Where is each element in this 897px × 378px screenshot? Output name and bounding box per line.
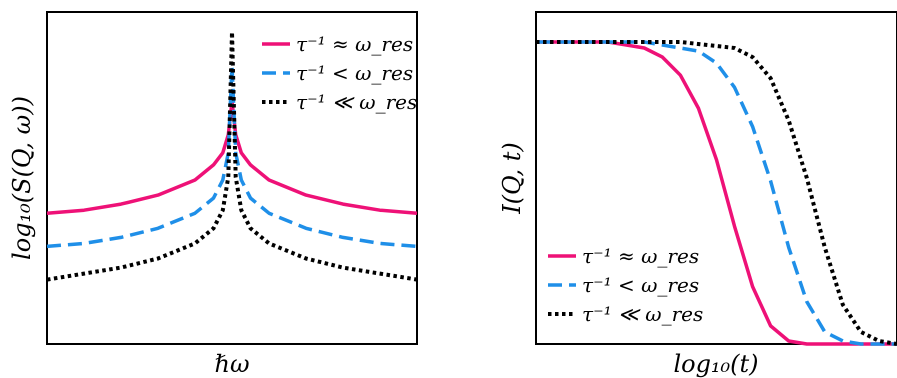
left-legend: τ⁻¹ ≈ ω_res τ⁻¹ < ω_res τ⁻¹ ≪ ω_res (262, 32, 417, 114)
right-legend-label-2: τ⁻¹ < ω_res (582, 273, 699, 297)
right-legend-label-3: τ⁻¹ ≪ ω_res (582, 302, 703, 326)
right-plot-frame (535, 11, 897, 345)
right-legend: τ⁻¹ ≈ ω_res τ⁻¹ < ω_res τ⁻¹ ≪ ω_res (548, 244, 703, 326)
right-x-axis-label: log₁₀(t) (673, 350, 758, 378)
left-x-axis-label: ℏω (214, 350, 249, 378)
left-series-group (46, 30, 418, 282)
right-legend-label-1: τ⁻¹ ≈ ω_res (582, 244, 699, 268)
right-panel: τ⁻¹ ≈ ω_res τ⁻¹ < ω_res τ⁻¹ ≪ ω_res log₁₀(… (498, 11, 897, 378)
right-series-group (536, 40, 897, 346)
left-legend-label-1: τ⁻¹ ≈ ω_res (296, 32, 413, 56)
right-y-axis-label: I(Q, t) (498, 142, 526, 215)
left-panel: τ⁻¹ ≈ ω_res τ⁻¹ < ω_res τ⁻¹ ≪ ω_res ℏω log… (8, 11, 418, 378)
left-legend-label-2: τ⁻¹ < ω_res (296, 61, 413, 85)
right-series-line-1 (536, 40, 897, 346)
right-series-line-2 (536, 40, 897, 346)
left-series-line-3 (46, 30, 418, 282)
left-legend-label-3: τ⁻¹ ≪ ω_res (296, 90, 417, 114)
left-plot-frame (46, 11, 418, 345)
right-series-line-3 (536, 40, 897, 346)
left-y-axis-label: log₁₀(S(Q, ω)) (8, 96, 36, 260)
left-series-line-1 (46, 99, 418, 215)
